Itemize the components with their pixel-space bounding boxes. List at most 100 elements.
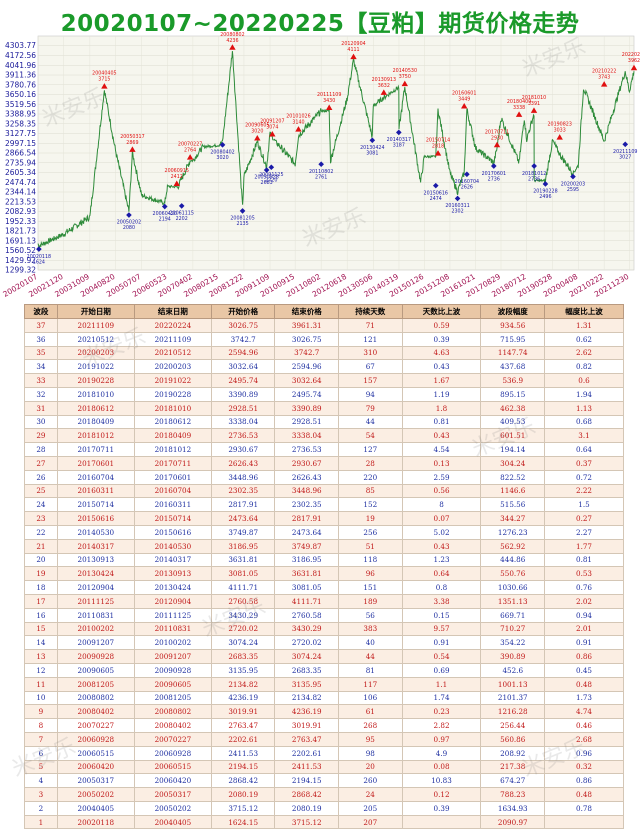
trough-marker [542, 181, 549, 187]
peak-value-label: 2818 [432, 144, 444, 150]
table-body: 37 20211109 20220224 3026.75 3961.31 71 0.59 93… [24, 318, 624, 829]
table-cell: 20060515 [56, 745, 135, 761]
peak-date-label: 20210222 [592, 69, 616, 75]
table-cell: 20120904 [56, 580, 135, 595]
table-cell: 2.59 [401, 469, 482, 485]
table-cell: 20090605 [133, 676, 212, 692]
table-cell: 20 [338, 759, 403, 775]
table-cell: 20060515 [133, 759, 212, 775]
y-tick-label: 3258.35 [5, 119, 36, 128]
table-cell: 40 [338, 635, 403, 651]
table-cell: 3961.31 [274, 318, 340, 333]
table-cell: 2.02 [544, 593, 624, 609]
table-cell: 17 [24, 593, 58, 609]
table-cell: 20120904 [133, 593, 212, 609]
table-cell: 0.37 [544, 455, 624, 471]
table-cell [401, 814, 482, 829]
table-row: 14 20091207 20100202 3074.24 2720.02 40 0.91 35… [24, 635, 624, 651]
table-cell: 37 [24, 318, 58, 333]
table-cell: 34 [24, 359, 58, 375]
table-cell: 462.38 [480, 400, 546, 416]
table-row: 4 20050317 20060420 2868.42 2194.15 260 10.83 6… [24, 773, 624, 789]
table-cell: 0.45 [544, 662, 624, 678]
table-cell: 20160311 [133, 497, 212, 513]
table-cell: 20091207 [133, 649, 212, 664]
table-cell: 127 [338, 442, 403, 457]
table-cell: 268 [338, 718, 403, 733]
table-cell: 20130913 [56, 552, 135, 568]
table-cell: 2411.53 [210, 745, 276, 761]
table-cell: 20150714 [56, 497, 135, 513]
table-cell: 194.14 [480, 442, 546, 457]
table-cell: 0.15 [401, 607, 482, 623]
table-cell: 44 [338, 414, 403, 430]
table-row: 33 20190228 20191022 2495.74 3032.64 157 1.67 5… [24, 373, 624, 388]
table-cell: 2.27 [544, 524, 624, 540]
table-cell: 3715.12 [274, 814, 340, 829]
trough-marker [396, 129, 402, 136]
y-tick-label: 1429.92 [5, 256, 36, 265]
trough-value-label: 2474 [430, 196, 442, 202]
peak-date-label: 20111109 [317, 92, 341, 98]
table-cell: 20170711 [133, 455, 212, 471]
table-row: 7 20060928 20070227 2202.61 2763.47 95 0.97 560… [24, 731, 624, 747]
table-cell: 71 [338, 318, 403, 333]
table-cell: 669.71 [480, 607, 546, 623]
table-cell: 20210512 [56, 331, 135, 347]
table-cell: 20100202 [56, 621, 135, 637]
table-cell: 4.9 [401, 745, 482, 761]
table-row: 27 20170601 20170711 2626.43 2930.67 28 0.13 30… [24, 455, 624, 471]
table-cell: 20150714 [133, 511, 212, 526]
trough-value-label: 3027 [619, 155, 631, 161]
table-cell: 0.68 [544, 414, 624, 430]
table-cell: 1.77 [544, 538, 624, 554]
table-cell: 67 [338, 359, 403, 375]
table-cell: 9.57 [401, 621, 482, 637]
table-cell: 1216.28 [480, 704, 546, 720]
table-cell: 20111125 [133, 607, 212, 623]
peak-value-label: 3033 [554, 128, 566, 134]
table-cell: 3081.05 [210, 566, 276, 582]
table-row: 28 20170711 20181012 2930.67 2736.53 127 4.54 1… [24, 442, 624, 457]
y-tick-label: 3911.36 [5, 71, 36, 80]
table-cell: 28 [24, 442, 58, 457]
trough-value-label: 1624 [33, 259, 45, 265]
table-cell: 2626.43 [210, 455, 276, 471]
table-row: 22 20140530 20150616 3749.87 2473.64 256 5.02 1… [24, 524, 624, 540]
table-cell: 20170601 [56, 455, 135, 471]
table-cell: 3430.29 [210, 607, 276, 623]
table-cell: 11 [24, 676, 58, 692]
table-cell: 157 [338, 373, 403, 388]
peak-marker [254, 135, 261, 141]
table-cell: 3338.04 [274, 428, 340, 444]
table-cell: 1.23 [401, 552, 482, 568]
y-tick-label: 2474.74 [5, 178, 36, 187]
table-cell: 2760.58 [210, 593, 276, 609]
table-cell: 2.82 [401, 718, 482, 733]
table-cell: 20211109 [56, 318, 135, 333]
table-cell: 2930.67 [210, 442, 276, 457]
table-cell [544, 814, 624, 829]
table-cell: 20050202 [56, 787, 135, 802]
trough-marker [239, 208, 246, 214]
table-cell: 0.62 [544, 331, 624, 347]
peak-date-label: 20091207 [260, 119, 284, 125]
table-cell: 2194.15 [274, 773, 340, 789]
y-tick-label: 4041.96 [5, 61, 36, 70]
table-cell: 1.1 [401, 676, 482, 692]
table-cell: 79 [338, 400, 403, 416]
table-cell: 2594.96 [210, 345, 276, 361]
table-row: 12 20090605 20090928 3135.95 2683.35 81 0.69 45… [24, 662, 624, 678]
table-cell: 20180409 [56, 414, 135, 430]
peak-value-label: 3430 [323, 98, 335, 104]
table-cell: 0.43 [401, 538, 482, 554]
table-cell: 2928.51 [210, 400, 276, 416]
trough-date-label: 20061115 [169, 211, 193, 217]
table-cell: 20081205 [133, 690, 212, 706]
column-header: 结束价格 [274, 304, 340, 319]
table-cell: 3430.29 [274, 621, 340, 637]
table-cell: 9 [24, 704, 58, 720]
trough-date-label: 20091125 [259, 172, 283, 178]
table-cell: 0.53 [544, 566, 624, 582]
table-cell: 7 [24, 731, 58, 747]
